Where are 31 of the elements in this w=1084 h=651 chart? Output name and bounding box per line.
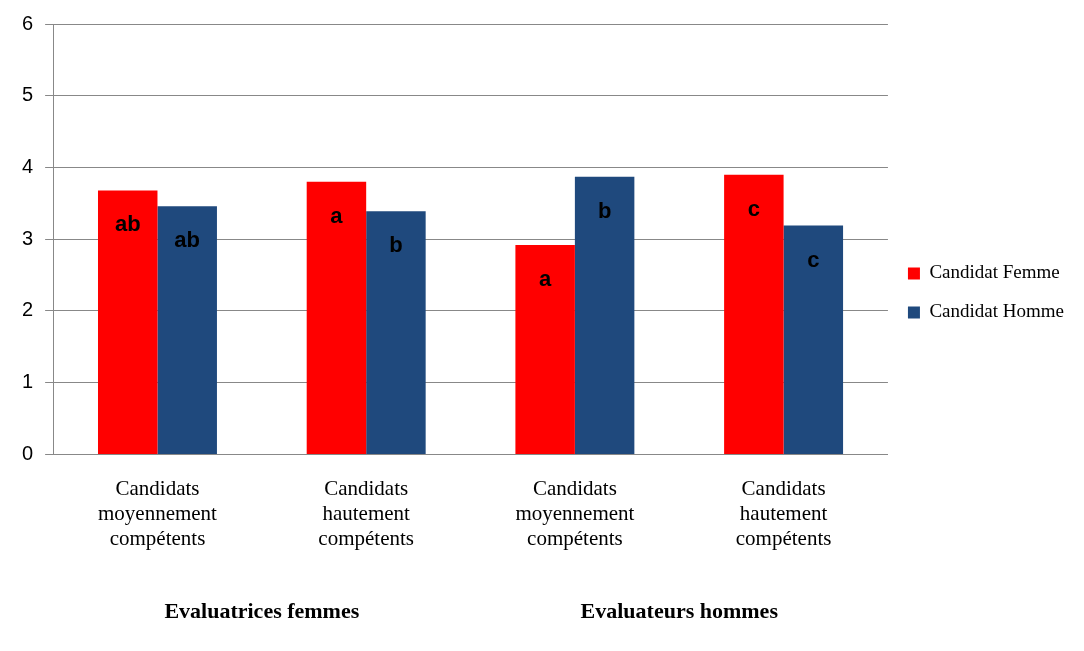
y-tick-label: 1 [22,370,34,393]
y-tick-label: 3 [22,226,34,249]
y-tick-label: 2 [22,298,34,321]
x-tick-label: Candidats moyennement compétents [97,475,218,550]
data-label: b [389,232,403,258]
legend-label: Candidat Homme [929,300,1064,322]
x-tick-label: Candidats moyennement compétents [515,475,635,550]
data-label: c [807,246,820,272]
y-tick-label: 5 [22,83,34,106]
bar [157,206,217,454]
data-label: ab [174,227,201,253]
y-tick-label: 0 [22,441,34,464]
legend-label: Candidat Femme [929,261,1060,283]
bar [98,190,158,454]
x-tick-label: Candidats hautement compétents [318,475,414,550]
data-label: b [597,197,612,223]
bar [724,174,784,454]
bar [366,211,426,454]
text: Evaluatrices femmes [164,598,360,624]
text: Evaluateurs hommes [580,598,779,624]
y-tick-label: 6 [22,11,34,34]
data-label: a [330,202,344,228]
data-label: a [539,266,553,291]
bar [783,225,844,454]
data-label: ab [114,211,141,237]
bar [574,176,635,454]
x-tick-label: Candidats hautement compétents [735,475,832,550]
y-tick-label: 4 [22,154,34,177]
data-label: c [747,195,760,221]
bar [306,181,367,454]
bar [515,244,575,454]
